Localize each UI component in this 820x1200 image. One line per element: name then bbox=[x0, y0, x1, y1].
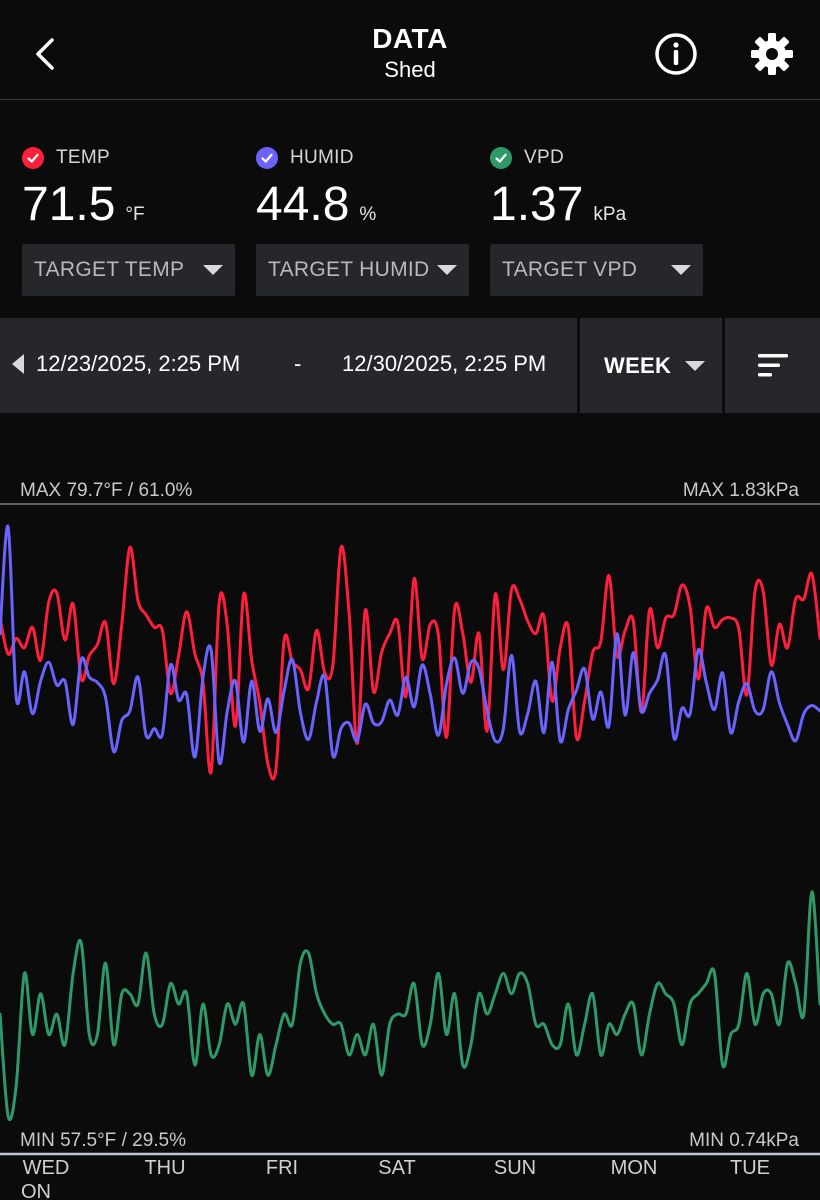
target-vpd-label: TARGET VPD bbox=[502, 258, 638, 281]
humid-check-icon[interactable] bbox=[256, 147, 278, 169]
caret-down-icon bbox=[203, 265, 223, 275]
range-separator: - bbox=[294, 351, 302, 376]
humid-metric[interactable]: HUMID 44.8 % bbox=[256, 143, 376, 231]
caret-down-icon bbox=[437, 265, 457, 275]
range-end-date[interactable]: 12/30/2025, 2:25 PM bbox=[342, 351, 547, 376]
gear-icon bbox=[751, 33, 793, 75]
day-label-sun: SUN bbox=[493, 1157, 537, 1179]
humid-label: HUMID bbox=[290, 147, 354, 168]
vpd-series-line bbox=[0, 890, 820, 1122]
day-label-overflow: ON bbox=[21, 1181, 51, 1200]
chart-max-right-label: MAX 1.83kPa bbox=[682, 480, 799, 501]
back-button[interactable] bbox=[26, 28, 66, 78]
previous-range-icon[interactable] bbox=[12, 354, 24, 374]
period-dropdown[interactable]: WEEK bbox=[580, 318, 722, 413]
vpd-check-icon[interactable] bbox=[490, 147, 512, 169]
temp-metric[interactable]: TEMP 71.5 °F bbox=[22, 143, 145, 231]
day-label-fri: FRI bbox=[265, 1157, 299, 1179]
humid-unit: % bbox=[359, 204, 377, 225]
vpd-unit: kPa bbox=[593, 204, 627, 225]
humid-series-line bbox=[0, 524, 820, 766]
caret-down-icon bbox=[685, 360, 706, 371]
chart-max-left-label: MAX 79.7°F / 61.0% bbox=[20, 480, 193, 501]
data-chart[interactable] bbox=[0, 413, 820, 1200]
settings-button[interactable] bbox=[748, 30, 796, 78]
vpd-value: 1.37 bbox=[490, 178, 584, 231]
target-vpd-dropdown[interactable]: TARGET VPD bbox=[490, 244, 703, 296]
temp-value: 71.5 bbox=[22, 178, 116, 231]
target-temp-dropdown[interactable]: TARGET TEMP bbox=[22, 244, 235, 296]
chevron-left-icon bbox=[36, 38, 54, 70]
chart-min-right-label: MIN 0.74kPa bbox=[689, 1130, 799, 1151]
temp-series-line bbox=[0, 544, 820, 781]
period-label: WEEK bbox=[604, 352, 672, 378]
info-button[interactable] bbox=[652, 30, 700, 78]
humid-value: 44.8 bbox=[256, 178, 350, 231]
range-start-date[interactable]: 12/23/2025, 2:25 PM bbox=[36, 351, 241, 376]
day-label-mon: MON bbox=[610, 1157, 658, 1179]
day-label-wed: WED bbox=[22, 1157, 70, 1179]
info-icon bbox=[655, 33, 697, 75]
day-label-sat: SAT bbox=[378, 1157, 416, 1179]
temp-unit: °F bbox=[125, 204, 145, 225]
day-label-thu: THU bbox=[144, 1157, 186, 1179]
chart-area[interactable] bbox=[0, 413, 820, 1200]
date-range-bar: 12/23/2025, 2:25 PM - 12/30/2025, 2:25 P… bbox=[0, 318, 820, 413]
date-range-selector: 12/23/2025, 2:25 PM - 12/30/2025, 2:25 P… bbox=[0, 318, 577, 413]
temp-check-icon[interactable] bbox=[22, 147, 44, 169]
target-temp-label: TARGET TEMP bbox=[34, 258, 185, 281]
sort-icon bbox=[758, 354, 788, 377]
chart-min-left-label: MIN 57.5°F / 29.5% bbox=[20, 1130, 186, 1151]
vpd-metric[interactable]: VPD 1.37 kPa bbox=[490, 143, 626, 231]
caret-down-icon bbox=[671, 265, 691, 275]
target-humid-dropdown[interactable]: TARGET HUMID bbox=[256, 244, 469, 296]
target-humid-label: TARGET HUMID bbox=[268, 258, 430, 281]
vpd-label: VPD bbox=[524, 147, 564, 168]
top-app-bar: DATA Shed bbox=[0, 0, 820, 100]
temp-label: TEMP bbox=[56, 147, 110, 168]
metrics-panel: TEMP 71.5 °F HUMID 44.8 % VPD 1.37 kPa bbox=[0, 101, 820, 318]
sort-button[interactable] bbox=[725, 318, 820, 413]
day-label-tue: TUE bbox=[730, 1157, 770, 1179]
